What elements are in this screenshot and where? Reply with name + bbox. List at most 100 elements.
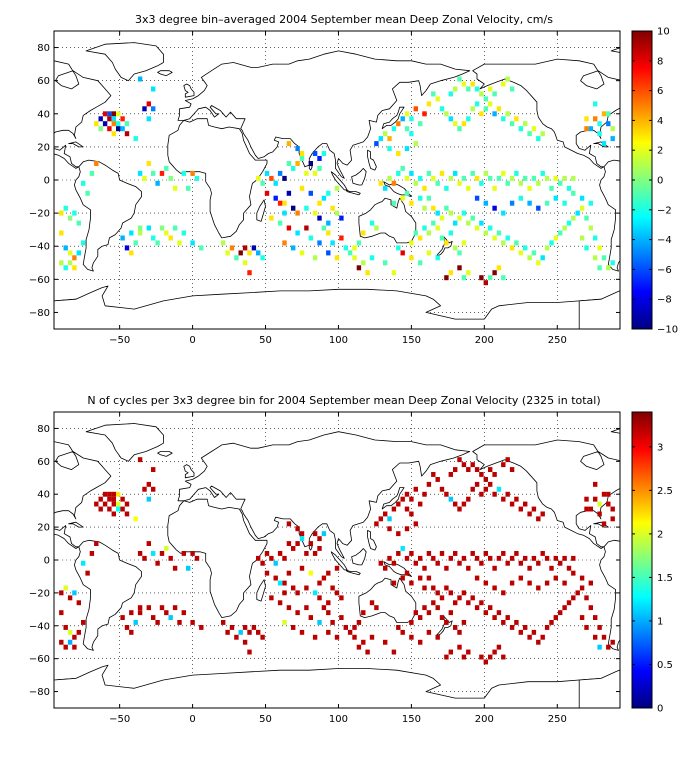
- bin-cell: [488, 654, 493, 660]
- bin-cell: [461, 121, 467, 127]
- bin-cell: [155, 620, 160, 625]
- bin-cell: [448, 270, 453, 276]
- bin-cell: [431, 205, 436, 211]
- bin-cell: [566, 600, 572, 606]
- coastline-australia: [358, 577, 417, 623]
- bin-cell: [194, 175, 200, 181]
- bin-cell: [601, 521, 607, 527]
- colorbar-tick-label: 3: [657, 442, 663, 453]
- bin-cell: [593, 101, 598, 107]
- bin-cell: [588, 605, 593, 611]
- bin-cell: [391, 506, 397, 512]
- bin-cell: [277, 580, 283, 586]
- bin-cell: [448, 555, 453, 561]
- bin-cell: [291, 205, 296, 211]
- bin-cell: [129, 250, 134, 256]
- bin-cell: [282, 580, 287, 586]
- coastline-borneo: [351, 167, 367, 186]
- bin-cell: [505, 457, 510, 463]
- bin-cell: [404, 526, 410, 532]
- bin-cell: [190, 620, 195, 625]
- bin-cell: [378, 180, 383, 186]
- bin-cell: [107, 496, 112, 502]
- bin-cell: [133, 240, 138, 246]
- bin-cell: [321, 151, 327, 156]
- bin-cell: [597, 511, 602, 517]
- bin-cell: [409, 580, 414, 586]
- bin-cell: [142, 486, 147, 492]
- bin-cell: [304, 205, 309, 211]
- bin-cell: [413, 230, 418, 236]
- bin-cell: [518, 250, 523, 256]
- bin-cell: [523, 121, 528, 127]
- bin-cell: [579, 235, 585, 241]
- bin-cell: [321, 605, 327, 611]
- bin-cell: [400, 116, 405, 122]
- bin-cell: [601, 491, 607, 497]
- bin-cell: [317, 200, 322, 206]
- bin-cell: [601, 111, 607, 117]
- bin-cell: [155, 180, 160, 186]
- bin-cell: [400, 496, 405, 502]
- coastline-borneo: [351, 548, 367, 566]
- bin-cell: [404, 146, 410, 152]
- coastline-australia: [358, 197, 417, 244]
- bin-cell: [129, 629, 134, 635]
- bin-cell: [72, 265, 77, 271]
- bin-cell: [518, 180, 523, 186]
- bin-cell: [242, 245, 248, 251]
- cycles-map-x-ticks: −50 0 50 100 150 200 250: [109, 412, 567, 725]
- bin-cell: [330, 205, 335, 211]
- bin-cell: [334, 634, 340, 640]
- bin-cell: [146, 481, 151, 487]
- bin-cell: [483, 659, 488, 665]
- bin-cell: [457, 560, 462, 566]
- y-tick-label: 60: [37, 457, 50, 468]
- colorbar-tick-label: −10: [657, 325, 678, 336]
- y-tick-label: −20: [29, 588, 50, 599]
- bin-cell: [466, 86, 471, 92]
- bin-cell: [308, 161, 313, 166]
- bin-cell: [610, 506, 615, 512]
- bin-cell: [483, 106, 488, 112]
- bin-cell: [439, 170, 445, 176]
- bin-cell: [168, 555, 173, 561]
- velocity-map-coastlines: [54, 42, 620, 329]
- bin-cell: [584, 126, 589, 132]
- bin-cell: [124, 245, 130, 251]
- colorbar-tick-label: −2: [657, 205, 672, 216]
- x-tick-label: 200: [475, 714, 494, 725]
- bin-cell: [391, 200, 397, 206]
- bin-cell: [63, 205, 68, 211]
- bin-cell: [492, 185, 497, 191]
- bin-cell: [369, 634, 375, 640]
- bin-cell: [474, 555, 480, 561]
- y-tick-label: 80: [37, 424, 50, 435]
- bin-cell: [59, 639, 64, 645]
- cycles-map-panel: N of cycles per 3x3 degree bin for 2004 …: [29, 394, 673, 725]
- bin-cell: [404, 175, 410, 181]
- bin-cell: [146, 225, 151, 231]
- bin-cell: [426, 230, 432, 236]
- bin-cell: [164, 165, 169, 171]
- bin-cell: [304, 225, 309, 231]
- bin-cell: [422, 111, 427, 117]
- bin-cell: [488, 86, 493, 92]
- y-tick-label: −80: [29, 308, 50, 319]
- bin-cell: [474, 467, 480, 472]
- bin-cell: [518, 506, 523, 512]
- bin-cell: [295, 210, 300, 216]
- bin-cell: [221, 240, 226, 246]
- bin-cell: [347, 250, 353, 256]
- bin-cell: [225, 629, 230, 635]
- bin-cell: [312, 634, 318, 640]
- bin-cell: [518, 195, 523, 201]
- bin-cell: [299, 250, 305, 256]
- bin-cell: [111, 501, 116, 507]
- bin-cell: [483, 580, 488, 586]
- bin-cell: [107, 111, 112, 117]
- bin-cell: [404, 555, 410, 561]
- bin-cell: [453, 501, 458, 507]
- bin-cell: [593, 481, 598, 487]
- bin-cell: [63, 585, 68, 591]
